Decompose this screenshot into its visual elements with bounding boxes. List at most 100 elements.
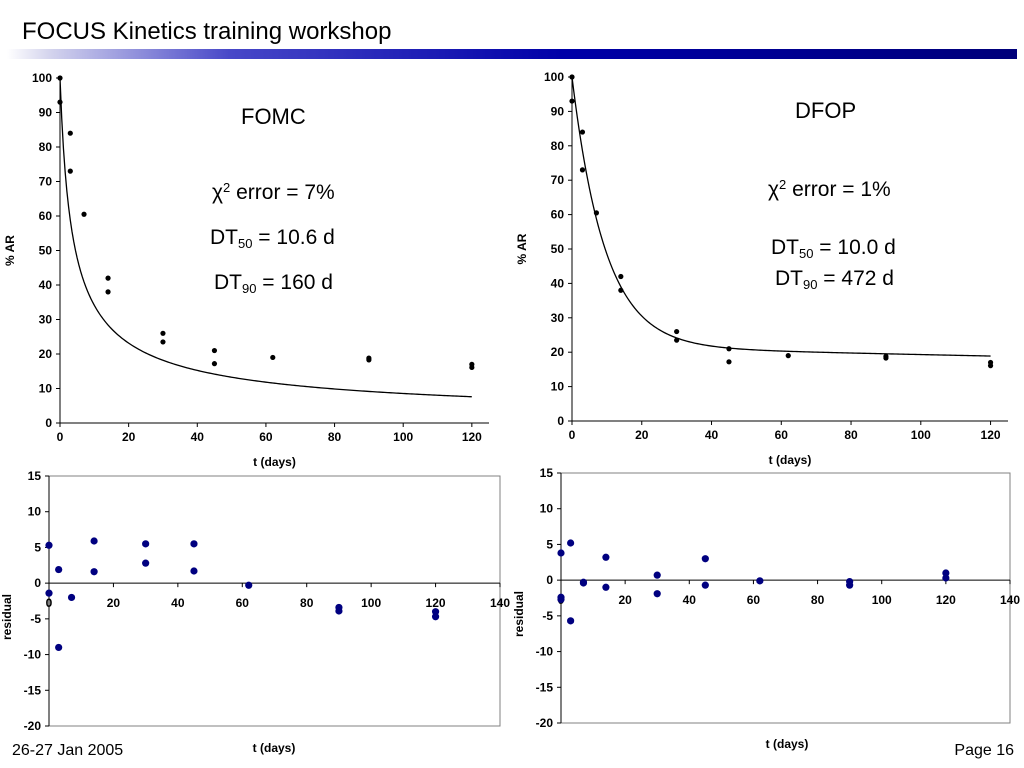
observed-point <box>785 353 791 359</box>
y-tick-label: -10 <box>24 648 42 662</box>
x-tick-label: 40 <box>191 430 205 444</box>
y-tick-label: 90 <box>39 106 53 120</box>
y-tick-label: 20 <box>39 347 53 361</box>
residual-point <box>190 540 198 548</box>
x-tick-label: 120 <box>462 430 482 444</box>
y-tick-label: 5 <box>546 537 553 551</box>
fomc-fit-chart: 0 10 20 30 40 50 60 70 80 90 100 0 20 40 60 80 100 120 t (… <box>3 71 489 469</box>
x-tick-label: 20 <box>122 430 136 444</box>
observed-point <box>618 273 624 280</box>
dfop-chi-text: error = 1% <box>786 178 891 201</box>
residual-point <box>90 537 98 545</box>
dfop-dt90-prefix: DT <box>775 267 803 290</box>
dfop-dt50-text: = 10.0 d <box>813 236 896 259</box>
y-tick-label: 0 <box>557 414 564 428</box>
residual-point <box>701 581 709 589</box>
observed-point <box>211 347 218 354</box>
dfop-dt90-sub: 90 <box>803 277 818 292</box>
x-tick-label: 120 <box>981 428 1001 442</box>
fomc-chi-symbol: χ <box>212 181 224 204</box>
footer-page-number: Page 16 <box>954 742 1014 759</box>
y-tick-label: -20 <box>536 716 554 730</box>
x-tick-label: 120 <box>426 596 446 610</box>
residual-point <box>602 553 610 561</box>
x-tick-label: 40 <box>683 593 697 607</box>
x-tick-label: 100 <box>361 596 381 610</box>
x-tick-label: 0 <box>57 430 64 444</box>
x-axis-label: t (days) <box>769 453 812 467</box>
y-tick-label: 10 <box>551 380 565 394</box>
fomc-dt50-text: = 10.6 d <box>252 226 335 249</box>
observed-point <box>105 275 111 281</box>
fomc-dt50: DT50 = 10.6 d <box>210 226 335 250</box>
y-tick-label: 0 <box>45 416 52 430</box>
residual-point <box>90 568 98 576</box>
residual-point <box>190 567 198 575</box>
fomc-dt90-prefix: DT <box>214 271 242 294</box>
fomc-chi-sup: 2 <box>223 180 231 195</box>
y-axis-label: residual <box>512 591 526 637</box>
y-tick-label: 100 <box>32 71 52 85</box>
residual-point <box>45 541 53 549</box>
y-tick-label: 40 <box>39 278 53 292</box>
y-tick-label: -10 <box>536 645 554 659</box>
fomc-dt90-sub: 90 <box>242 281 257 296</box>
residual-point <box>557 549 565 557</box>
residual-point <box>579 579 588 587</box>
residual-point <box>67 593 76 602</box>
x-tick-label: 100 <box>911 428 931 442</box>
residual-point <box>142 559 150 567</box>
fomc-dt50-sub: 50 <box>238 236 253 251</box>
x-tick-label: 20 <box>107 596 121 610</box>
residual-point <box>245 581 253 589</box>
x-tick-label: 0 <box>46 596 53 610</box>
observed-point <box>67 168 73 174</box>
residual-point <box>567 539 575 547</box>
observed-point <box>67 130 73 136</box>
dfop-model-name: DFOP <box>795 98 857 123</box>
observed-point <box>674 328 680 335</box>
footer-date: 26-27 Jan 2005 <box>12 742 124 759</box>
y-tick-label: 10 <box>39 382 53 396</box>
dfop-fit-chart: 0 10 20 30 40 50 60 70 80 90 100 0 20 40 60 80 100 120 t (… <box>515 70 1008 467</box>
x-tick-label: 80 <box>328 430 342 444</box>
observed-point <box>160 330 166 336</box>
observed-point <box>469 361 475 367</box>
observed-point <box>57 99 63 105</box>
residual-point <box>701 555 709 563</box>
observed-point <box>726 359 732 365</box>
observed-point <box>366 355 372 361</box>
x-tick-label: 60 <box>259 430 273 444</box>
observed-point <box>160 339 166 345</box>
residual-point <box>431 613 440 621</box>
observed-point <box>270 354 276 361</box>
x-tick-label: 80 <box>811 593 825 607</box>
fitted-curve <box>571 76 991 357</box>
residual-point <box>45 589 53 597</box>
y-tick-label: 50 <box>39 244 53 258</box>
residual-point <box>55 565 63 574</box>
x-tick-label: 20 <box>618 593 632 607</box>
dfop-dt90-text: = 472 d <box>817 267 894 290</box>
fomc-model-name: FOMC <box>241 104 306 129</box>
residual-point <box>602 583 610 591</box>
dfop-dt50: DT50 = 10.0 d <box>771 236 896 260</box>
y-tick-label: -5 <box>542 609 553 623</box>
x-tick-label: 60 <box>775 428 789 442</box>
dfop-chi2-error: χ2 error = 1% <box>768 178 891 202</box>
observed-point <box>211 361 218 367</box>
dfop-chi-symbol: χ <box>768 178 780 201</box>
y-tick-label: 40 <box>551 276 565 290</box>
x-tick-label: 0 <box>569 428 576 442</box>
x-tick-label: 60 <box>236 596 250 610</box>
residual-point <box>756 577 764 585</box>
fomc-dt90: DT90 = 160 d <box>214 271 333 295</box>
y-axis-label: % AR <box>3 235 17 266</box>
x-tick-label: 80 <box>300 596 314 610</box>
y-tick-label: 20 <box>551 345 565 359</box>
y-tick-label: 10 <box>28 505 42 519</box>
x-tick-label: 120 <box>936 593 956 607</box>
dfop-chi-sup: 2 <box>779 177 787 192</box>
